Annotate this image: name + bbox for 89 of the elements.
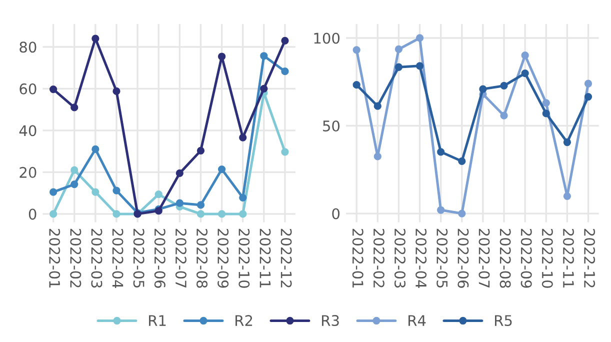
point xyxy=(500,82,508,90)
x-tick-label: 2022-07 xyxy=(175,228,186,288)
point xyxy=(239,210,247,218)
point xyxy=(70,104,78,112)
legend-label: R4 xyxy=(408,315,426,326)
x-tick-label: 2022-05 xyxy=(436,228,448,288)
x-tick-label: 2022-10 xyxy=(238,228,250,288)
x-tick-label: 2022-12 xyxy=(280,228,292,288)
x-tick-label: 2022-01 xyxy=(352,228,364,288)
point xyxy=(49,85,58,94)
point xyxy=(154,190,162,198)
point xyxy=(49,188,58,196)
point xyxy=(281,148,289,156)
point xyxy=(437,206,445,214)
point xyxy=(458,210,466,218)
point xyxy=(112,210,120,218)
point xyxy=(521,69,529,78)
point xyxy=(112,186,120,194)
point xyxy=(374,152,382,160)
point xyxy=(563,192,572,200)
x-tick-label: 2022-02 xyxy=(373,228,384,288)
point xyxy=(394,63,403,71)
point xyxy=(239,134,247,142)
y-tick-label: 40 xyxy=(19,125,36,136)
point xyxy=(176,199,184,207)
point xyxy=(196,210,205,218)
y-tick-label: 80 xyxy=(20,42,36,53)
point xyxy=(281,36,289,44)
point xyxy=(70,180,78,188)
point xyxy=(394,45,403,54)
point xyxy=(49,210,58,218)
y-tick-label: 100 xyxy=(314,32,340,44)
x-tick-label: 2022-10 xyxy=(542,228,553,288)
point xyxy=(437,148,445,156)
point xyxy=(112,87,120,95)
point xyxy=(196,146,205,154)
point xyxy=(260,52,268,60)
x-tick-label: 2022-03 xyxy=(394,228,406,288)
point xyxy=(374,102,382,110)
x-tick-label: 2022-09 xyxy=(218,228,229,288)
point xyxy=(584,92,592,101)
point xyxy=(218,210,226,218)
point xyxy=(584,80,592,88)
y-tick-label: 60 xyxy=(20,83,36,94)
x-tick-label: 2022-02 xyxy=(70,228,82,288)
x-tick-label: 2022-06 xyxy=(458,228,469,288)
x-tick-label: 2022-11 xyxy=(562,228,574,288)
x-tick-label: 2022-12 xyxy=(584,228,596,288)
x-tick-label: 2022-01 xyxy=(49,228,60,288)
x-tick-label: 2022-07 xyxy=(478,228,490,288)
point xyxy=(70,166,78,174)
y-tick-label: 0 xyxy=(28,208,36,220)
point xyxy=(458,157,466,166)
x-tick-label: 2022-09 xyxy=(520,228,532,288)
y-tick-label: 0 xyxy=(332,208,340,220)
point xyxy=(521,52,529,60)
point xyxy=(260,84,268,92)
point xyxy=(500,112,508,120)
point xyxy=(542,110,550,118)
point xyxy=(239,194,247,202)
x-tick-label: 2022-04 xyxy=(112,228,124,288)
x-tick-label: 2022-11 xyxy=(260,228,271,288)
y-tick-label: 20 xyxy=(20,166,36,178)
x-tick-label: 2022-05 xyxy=(133,228,144,288)
point xyxy=(563,138,572,146)
x-tick-label: 2022-04 xyxy=(416,228,427,288)
point xyxy=(218,52,226,60)
legend-label: R5 xyxy=(495,315,512,326)
point xyxy=(416,62,424,70)
point xyxy=(92,188,100,196)
point xyxy=(281,68,289,76)
point xyxy=(176,169,184,178)
point xyxy=(218,165,226,174)
x-tick-label: 2022-08 xyxy=(500,228,511,288)
y-tick-label: 50 xyxy=(323,120,340,132)
point xyxy=(196,201,205,209)
legend-label: R1 xyxy=(149,315,166,326)
x-tick-label: 2022-03 xyxy=(91,228,102,288)
point xyxy=(92,145,100,154)
x-tick-label: 2022-08 xyxy=(196,228,208,288)
legend-label: R2 xyxy=(236,315,252,326)
point xyxy=(542,99,550,107)
point xyxy=(92,34,100,42)
x-tick-label: 2022-06 xyxy=(154,228,166,288)
legend-label: R3 xyxy=(322,315,339,326)
point xyxy=(416,34,424,42)
point xyxy=(479,85,487,93)
point xyxy=(352,46,360,54)
point xyxy=(352,81,360,89)
